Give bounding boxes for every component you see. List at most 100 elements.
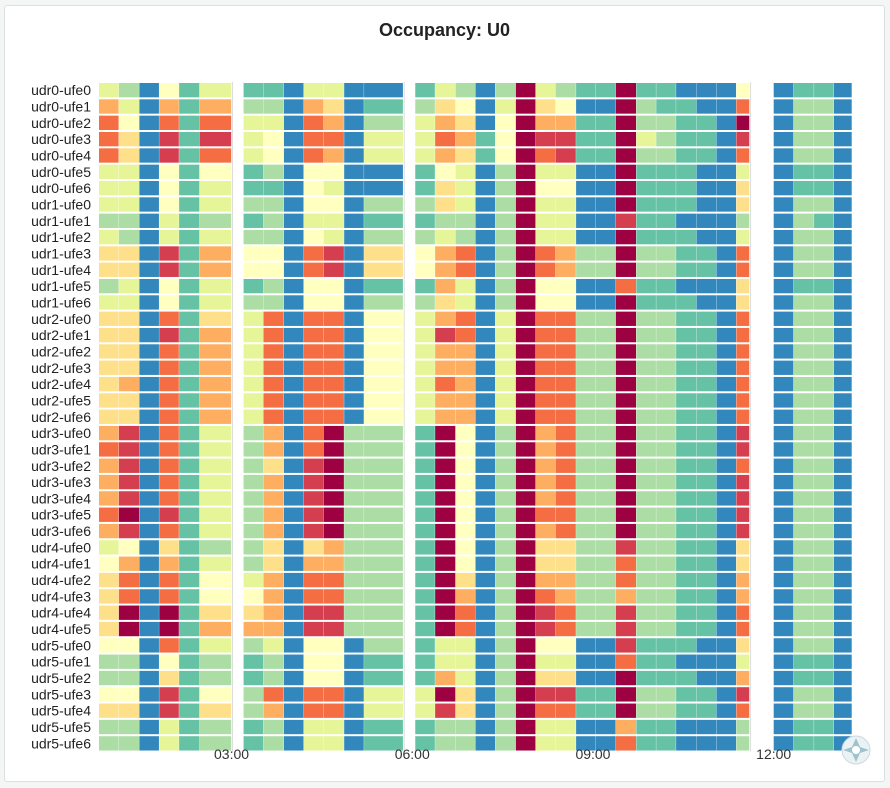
heatmap-cell[interactable] <box>179 278 200 294</box>
heatmap-cell[interactable] <box>323 687 344 702</box>
heatmap-cell[interactable] <box>455 442 476 457</box>
heatmap-cell[interactable] <box>736 687 750 702</box>
heatmap-cell[interactable] <box>415 474 435 490</box>
heatmap-cell[interactable] <box>199 311 232 326</box>
heatmap-cell[interactable] <box>535 148 556 163</box>
heatmap-cell[interactable] <box>455 540 476 555</box>
heatmap-cell[interactable] <box>263 425 284 441</box>
heatmap-cell[interactable] <box>303 278 324 294</box>
heatmap-cell[interactable] <box>656 523 676 539</box>
heatmap-cell[interactable] <box>435 278 456 294</box>
heatmap-cell[interactable] <box>323 115 344 130</box>
heatmap-cell[interactable] <box>283 213 304 228</box>
heatmap-cell[interactable] <box>344 213 364 228</box>
heatmap-cell[interactable] <box>344 99 364 114</box>
heatmap-cell[interactable] <box>793 213 814 228</box>
heatmap-cell[interactable] <box>179 425 200 441</box>
heatmap-cell[interactable] <box>615 327 637 343</box>
heatmap-cell[interactable] <box>656 409 676 424</box>
heatmap-cell[interactable] <box>179 376 200 392</box>
heatmap-cell[interactable] <box>555 197 576 212</box>
heatmap-cell[interactable] <box>696 638 717 653</box>
heatmap-cell[interactable] <box>656 540 676 555</box>
heatmap-cell[interactable] <box>696 115 717 130</box>
heatmap-cell[interactable] <box>303 425 324 441</box>
heatmap-cell[interactable] <box>495 180 516 196</box>
heatmap-cell[interactable] <box>323 491 344 506</box>
heatmap-cell[interactable] <box>139 83 159 98</box>
heatmap-cell[interactable] <box>283 507 304 522</box>
heatmap-cell[interactable] <box>515 736 536 751</box>
heatmap-cell[interactable] <box>535 229 556 245</box>
heatmap-cell[interactable] <box>303 589 324 604</box>
heatmap-cell[interactable] <box>736 164 750 179</box>
heatmap-cell[interactable] <box>475 393 496 408</box>
heatmap-cell[interactable] <box>576 507 596 522</box>
heatmap-cell[interactable] <box>303 262 324 277</box>
heatmap-cell[interactable] <box>263 654 284 669</box>
heatmap-cell[interactable] <box>495 83 516 98</box>
heatmap-cell[interactable] <box>303 572 324 588</box>
heatmap-cell[interactable] <box>736 589 750 604</box>
heatmap-cell[interactable] <box>773 442 794 457</box>
heatmap-cell[interactable] <box>323 507 344 522</box>
heatmap-cell[interactable] <box>814 572 834 588</box>
heatmap-cell[interactable] <box>99 687 119 702</box>
heatmap-cell[interactable] <box>159 278 179 294</box>
heatmap-cell[interactable] <box>179 148 200 163</box>
heatmap-cell[interactable] <box>515 115 536 130</box>
heatmap-cell[interactable] <box>833 393 852 408</box>
heatmap-cell[interactable] <box>696 736 717 751</box>
heatmap-cell[interactable] <box>435 164 456 179</box>
heatmap-cell[interactable] <box>535 344 556 359</box>
heatmap-cell[interactable] <box>833 670 852 686</box>
heatmap-cell[interactable] <box>696 605 717 620</box>
heatmap-cell[interactable] <box>475 376 496 392</box>
heatmap-cell[interactable] <box>814 197 834 212</box>
heatmap-cell[interactable] <box>415 523 435 539</box>
heatmap-cell[interactable] <box>656 278 676 294</box>
heatmap-cell[interactable] <box>455 180 476 196</box>
heatmap-cell[interactable] <box>656 197 676 212</box>
heatmap-cell[interactable] <box>455 278 476 294</box>
heatmap-cell[interactable] <box>159 246 179 261</box>
heatmap-cell[interactable] <box>595 491 616 506</box>
heatmap-cell[interactable] <box>475 605 496 620</box>
heatmap-cell[interactable] <box>283 180 304 196</box>
heatmap-cell[interactable] <box>344 474 364 490</box>
heatmap-cell[interactable] <box>716 327 737 343</box>
heatmap-cell[interactable] <box>323 376 344 392</box>
heatmap-cell[interactable] <box>243 540 264 555</box>
heatmap-cell[interactable] <box>615 491 637 506</box>
heatmap-cell[interactable] <box>716 246 737 261</box>
heatmap-cell[interactable] <box>364 491 403 506</box>
heatmap-cell[interactable] <box>736 393 750 408</box>
heatmap-cell[interactable] <box>303 99 324 114</box>
heatmap-cell[interactable] <box>475 180 496 196</box>
heatmap-cell[interactable] <box>814 115 834 130</box>
heatmap-cell[interactable] <box>495 246 516 261</box>
heatmap-cell[interactable] <box>495 197 516 212</box>
heatmap-cell[interactable] <box>495 458 516 473</box>
heatmap-cell[interactable] <box>179 572 200 588</box>
heatmap-cell[interactable] <box>833 213 852 228</box>
heatmap-cell[interactable] <box>475 507 496 522</box>
heatmap-cell[interactable] <box>118 83 140 98</box>
heatmap-cell[interactable] <box>364 507 403 522</box>
heatmap-cell[interactable] <box>475 262 496 277</box>
heatmap-cell[interactable] <box>676 409 697 424</box>
heatmap-cell[interactable] <box>118 393 140 408</box>
heatmap-cell[interactable] <box>656 180 676 196</box>
heatmap-cell[interactable] <box>179 638 200 653</box>
heatmap-cell[interactable] <box>199 197 232 212</box>
heatmap-cell[interactable] <box>716 164 737 179</box>
heatmap-cell[interactable] <box>636 507 656 522</box>
heatmap-cell[interactable] <box>243 670 264 686</box>
heatmap-cell[interactable] <box>139 246 159 261</box>
heatmap-cell[interactable] <box>179 327 200 343</box>
heatmap-cell[interactable] <box>636 295 656 310</box>
heatmap-cell[interactable] <box>793 148 814 163</box>
heatmap-cell[interactable] <box>159 148 179 163</box>
heatmap-cell[interactable] <box>773 458 794 473</box>
heatmap-cell[interactable] <box>118 458 140 473</box>
